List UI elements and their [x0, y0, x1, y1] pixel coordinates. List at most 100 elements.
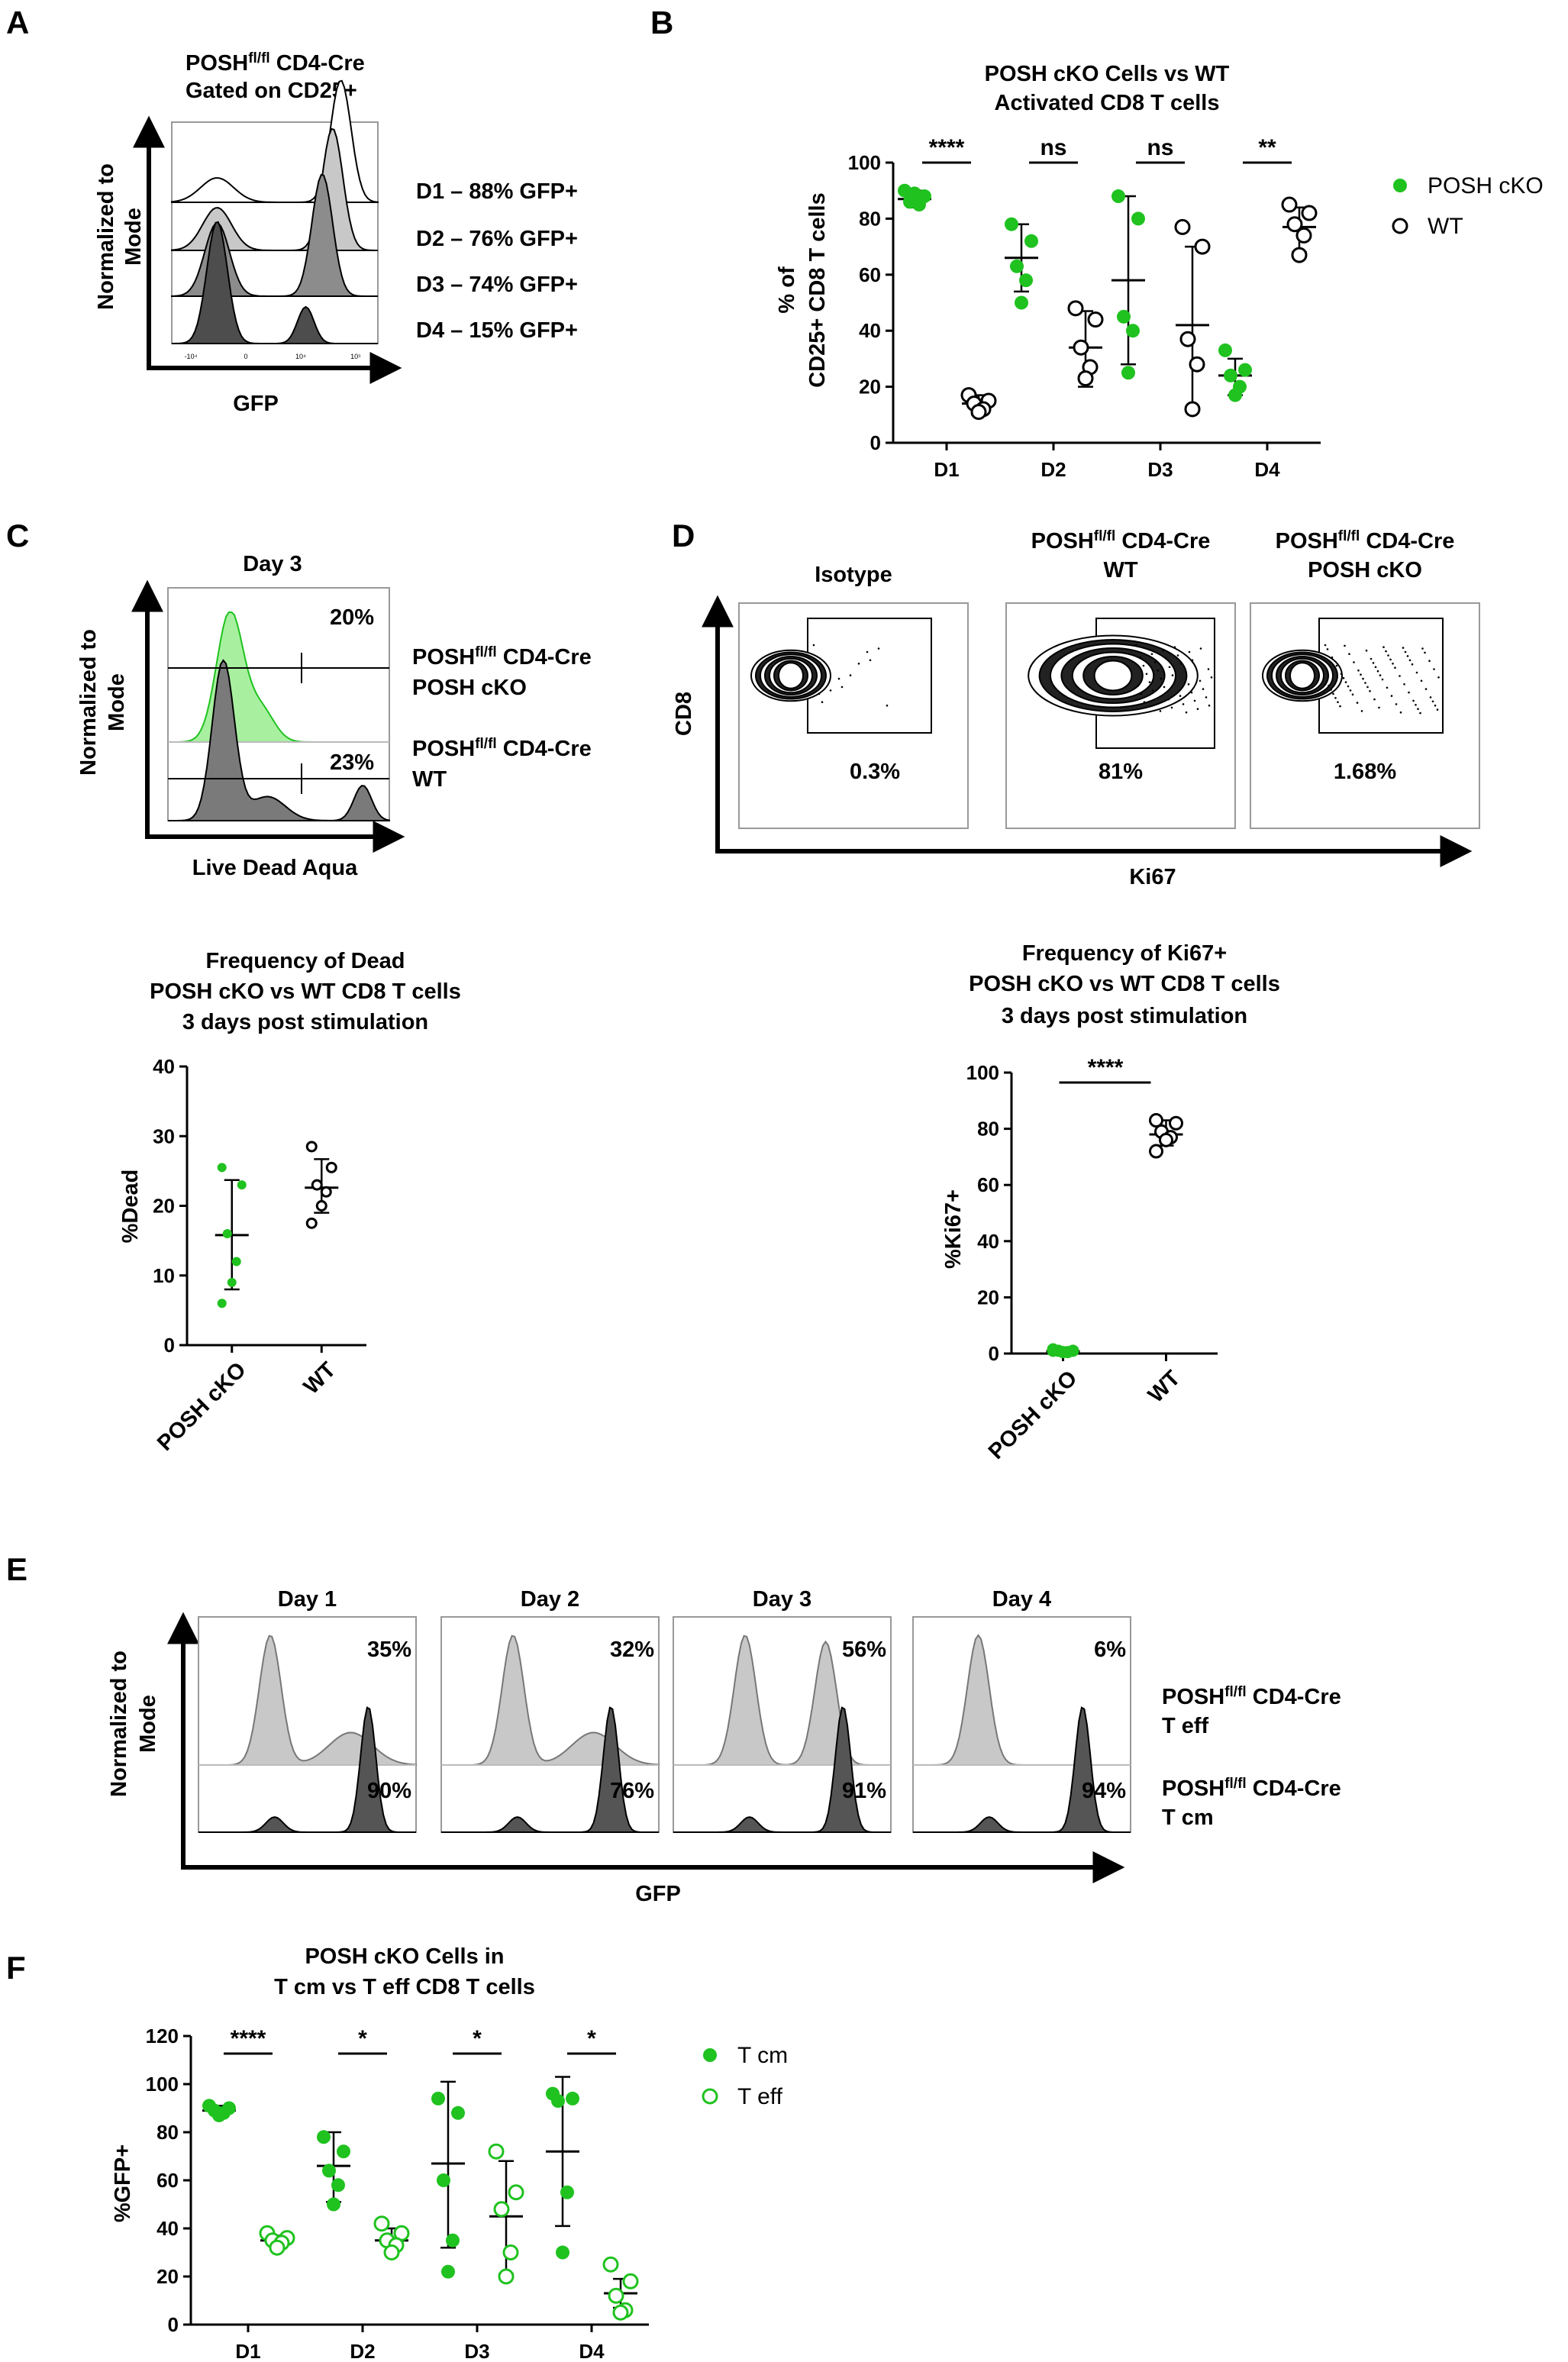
- flow-plot-title-text: POSH: [1276, 529, 1338, 553]
- event-dot: [1378, 706, 1380, 709]
- event-dot: [1415, 671, 1418, 674]
- event-dot: [1340, 673, 1343, 676]
- y-tick-label: 0: [870, 431, 881, 454]
- data-point: [212, 2108, 226, 2122]
- data-point: [1019, 273, 1033, 288]
- data-point: [325, 1161, 337, 1173]
- event-dot: [1364, 682, 1366, 684]
- data-point: [1121, 366, 1135, 380]
- data-point: [1301, 205, 1318, 221]
- data-point: [1077, 370, 1094, 387]
- event-dot: [1402, 647, 1405, 649]
- significance-label: ****: [1088, 1055, 1124, 1080]
- data-point: [217, 1163, 227, 1173]
- event-dot: [1349, 689, 1352, 692]
- event-dot: [1408, 659, 1412, 662]
- event-dot: [1370, 657, 1373, 660]
- significance-label: *: [587, 2026, 596, 2051]
- event-dot: [1431, 700, 1434, 703]
- panel-d-ki67-title-line2: POSH cKO vs WT CD8 T cells: [969, 972, 1280, 996]
- flow-plot-title-text: POSH: [1031, 529, 1094, 553]
- event-dot: [1411, 663, 1414, 666]
- event-dot: [1389, 658, 1392, 661]
- y-tick-label: 100: [966, 1061, 999, 1084]
- histogram-tcm: [673, 1706, 891, 1833]
- data-point: [1117, 309, 1131, 324]
- data-point: [320, 1186, 332, 1198]
- data-point: [1224, 368, 1237, 382]
- event-dot: [1208, 704, 1211, 707]
- event-dot: [1148, 681, 1151, 683]
- x-tick-label: D1: [934, 458, 959, 481]
- y-tick-label: 60: [859, 263, 881, 286]
- y-tick-label: 30: [153, 1125, 175, 1147]
- flow-plot-title-rest: CD4-Cre: [1115, 529, 1210, 553]
- event-dot: [1351, 693, 1354, 696]
- event-dot: [877, 647, 880, 650]
- event-dot: [1139, 656, 1142, 659]
- data-point: [237, 1180, 247, 1190]
- panel-e-label1-line1: POSHfl/fl CD4-Cre: [1162, 1684, 1341, 1709]
- y-tick-label: 60: [156, 2169, 179, 2192]
- event-dot: [1392, 663, 1394, 665]
- significance-label: ns: [1040, 135, 1066, 160]
- event-dot: [1145, 673, 1148, 676]
- event-dot: [1337, 701, 1339, 703]
- panel-d-letter: D: [672, 518, 695, 553]
- event-dot: [1408, 691, 1410, 694]
- event-dot: [1348, 653, 1350, 655]
- panel-c-pct-top: 20%: [330, 605, 374, 630]
- data-point: [431, 2091, 445, 2105]
- x-tick-label: D1: [235, 2340, 260, 2362]
- day-pct-top: 6%: [1094, 1638, 1126, 1662]
- event-dot: [1324, 644, 1327, 647]
- event-dot: [1360, 673, 1362, 676]
- data-point: [1286, 216, 1303, 233]
- day-title: Day 1: [278, 1587, 337, 1612]
- data-point: [1194, 238, 1211, 255]
- event-dot: [1207, 668, 1210, 670]
- event-dot: [1326, 648, 1329, 650]
- panel-f-legend: T cm T eff: [702, 2043, 788, 2109]
- panel-f-ylabel: %GFP+: [111, 2144, 135, 2222]
- event-dot: [1188, 650, 1191, 653]
- event-dot: [1210, 676, 1213, 679]
- event-dot: [1163, 686, 1166, 689]
- event-dot: [1424, 688, 1428, 690]
- event-dot: [1420, 679, 1423, 682]
- data-point: [305, 1217, 318, 1229]
- event-dot: [818, 692, 821, 695]
- day-pct-bottom: 76%: [610, 1779, 654, 1803]
- data-point: [498, 2268, 515, 2285]
- event-dot: [869, 659, 872, 662]
- event-dot: [1360, 710, 1363, 712]
- flow-plot-title-rest: CD4-Cre: [1360, 529, 1454, 553]
- panel-d-ki67-title-line3: 3 days post stimulation: [1002, 1004, 1247, 1028]
- day-title: Day 2: [521, 1587, 579, 1612]
- event-dot: [1374, 666, 1377, 669]
- day-pct-bottom: 90%: [367, 1779, 411, 1803]
- panel-b-ylabel-line1: % of: [775, 266, 799, 314]
- flow-plot-title: Isotype: [815, 563, 892, 587]
- y-tick-label: 10: [153, 1264, 175, 1287]
- event-dot: [1193, 699, 1196, 702]
- data-point: [373, 2215, 390, 2232]
- event-dot: [1403, 683, 1405, 686]
- data-point: [622, 2273, 639, 2289]
- event-dot: [1153, 661, 1157, 663]
- panel-e-label2-line1: POSHfl/fl CD4-Cre: [1162, 1776, 1341, 1801]
- panel-c-title: Day 3: [243, 552, 302, 576]
- data-point: [970, 404, 987, 421]
- data-point: [566, 2091, 579, 2105]
- panel-c-dead-title-line2: POSH cKO vs WT CD8 T cells: [150, 979, 461, 1004]
- event-dot: [1202, 688, 1205, 690]
- event-dot: [1191, 659, 1194, 662]
- histogram-posh-cko: [168, 611, 389, 743]
- event-dot: [1170, 706, 1173, 709]
- y-tick-label: 40: [156, 2217, 179, 2240]
- data-point: [1067, 300, 1084, 317]
- flow-plot-frame: [1250, 602, 1480, 829]
- event-dot: [821, 701, 824, 703]
- x-tick-label: D4: [1254, 458, 1280, 481]
